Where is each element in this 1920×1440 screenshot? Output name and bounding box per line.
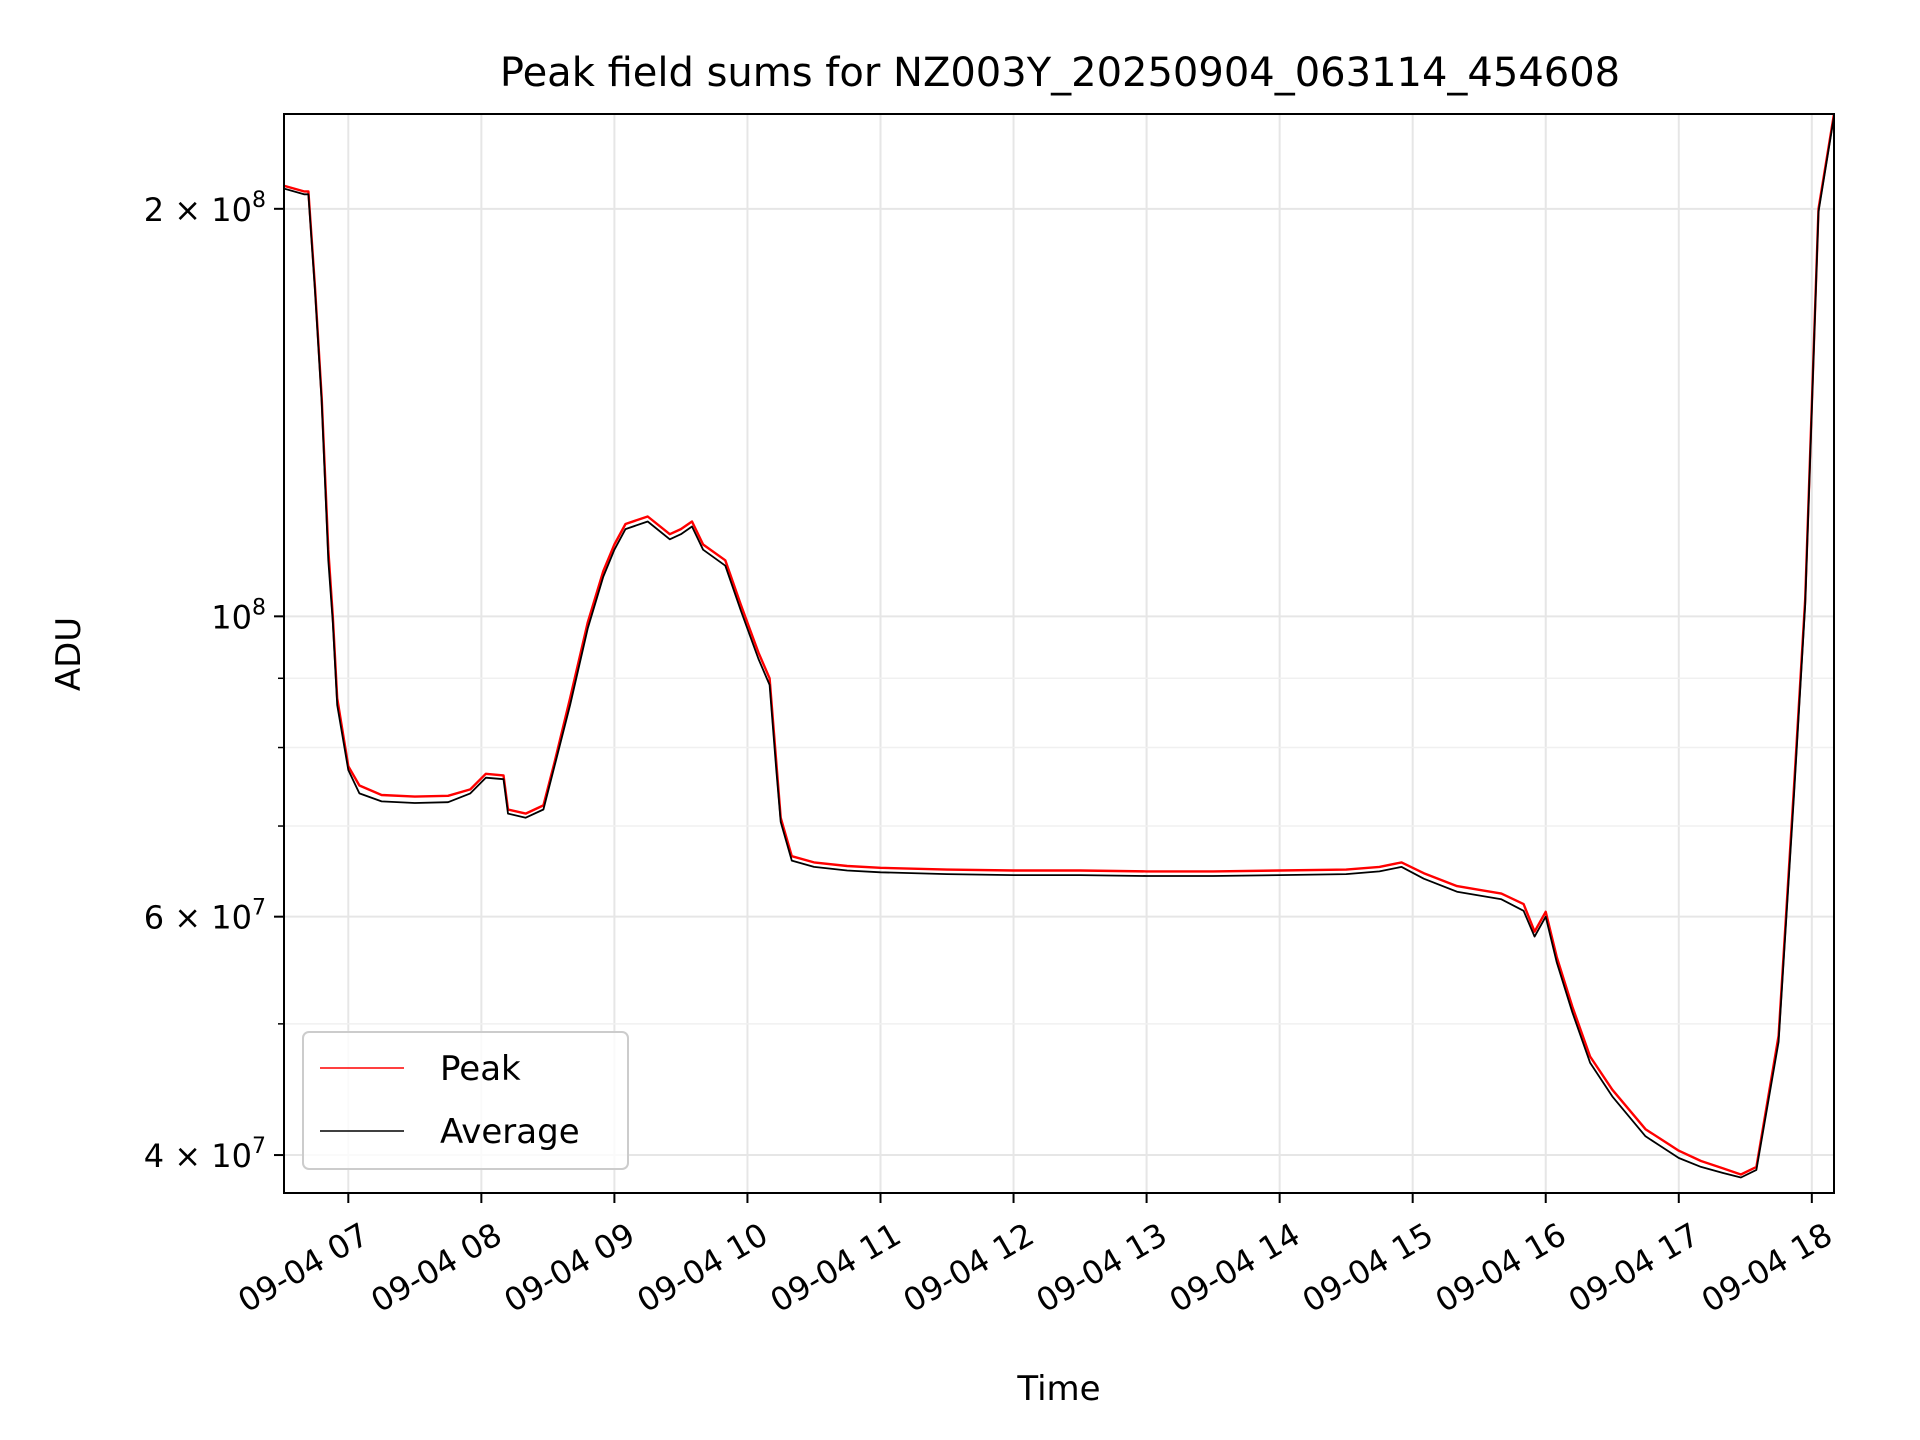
x-axis-label: Time bbox=[1016, 1369, 1100, 1409]
legend-label-peak: Peak bbox=[440, 1049, 521, 1089]
y-tick-label: 6 × 107 bbox=[144, 896, 266, 937]
series-line-average bbox=[284, 116, 1834, 1179]
legend: Peak Average bbox=[302, 1031, 629, 1170]
legend-label-average: Average bbox=[440, 1112, 580, 1152]
y-axis-label: ADU bbox=[49, 617, 89, 691]
y-tick-label: 108 bbox=[211, 595, 266, 636]
chart-title: Peak field sums for NZ003Y_20250904_0631… bbox=[500, 50, 1620, 96]
y-tick-label: 4 × 107 bbox=[144, 1134, 266, 1175]
plot-area-frame bbox=[283, 113, 1835, 1194]
legend-box bbox=[302, 1031, 629, 1170]
y-axis: 4 × 107 6 × 107 108 2 × 108 bbox=[144, 188, 284, 1175]
plot-series bbox=[284, 114, 1834, 1179]
y-tick-label: 2 × 108 bbox=[144, 188, 266, 229]
